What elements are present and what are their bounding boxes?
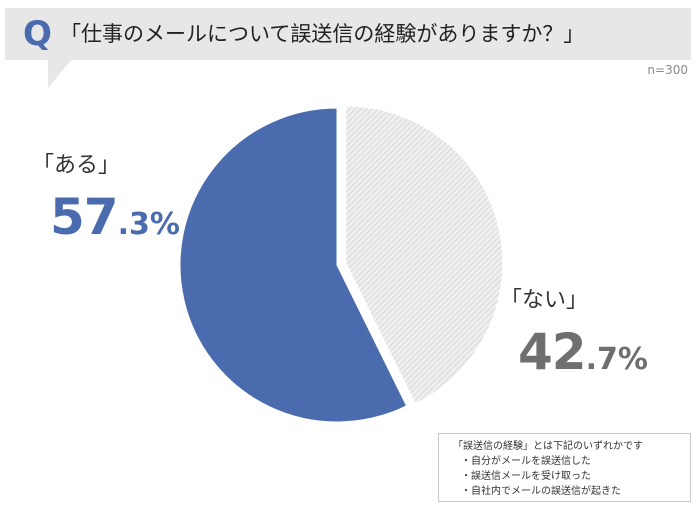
pie-slice-no [345, 105, 504, 405]
note-item-2: ・誤送信メールを受け取った [461, 471, 591, 482]
value-no: 42.7% [518, 327, 648, 377]
note-title: 「誤送信の経験」とは下記のいずれかです [453, 441, 643, 452]
pie-slice-yes [179, 107, 408, 423]
note-item-3: ・自社内でメールの誤送信が起きた [461, 486, 621, 497]
question-header [5, 8, 691, 60]
label-no: 「ない」 [500, 288, 589, 313]
note-item-1: ・自分がメールを誤送信した [461, 456, 591, 467]
speech-bubble-tail [48, 59, 72, 88]
question-text: 「仕事のメールについて誤送信の経験がありますか？」 [60, 22, 585, 46]
definition-note: 「誤送信の経験」とは下記のいずれかです ・自分がメールを誤送信した ・誤送信メー… [438, 433, 691, 502]
value-no-dec: .7% [585, 342, 648, 377]
value-yes-dec: .3% [117, 207, 180, 242]
q-mark: Q [23, 14, 52, 54]
label-yes: 「ある」 [32, 153, 121, 178]
pie-slices [179, 105, 504, 423]
sample-size: n=300 [647, 63, 688, 77]
value-no-int: 42 [518, 323, 587, 381]
value-yes-int: 57 [50, 188, 119, 246]
value-yes: 57.3% [50, 192, 180, 242]
